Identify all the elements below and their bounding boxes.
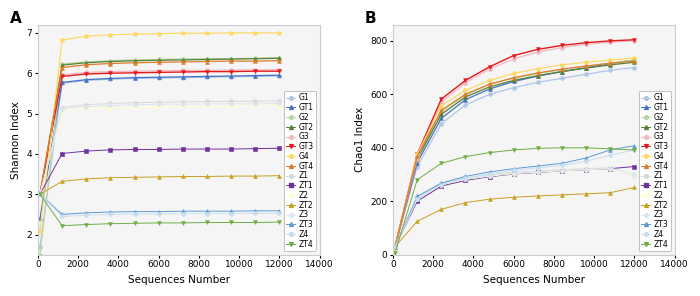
X-axis label: Sequences Number: Sequences Number xyxy=(483,275,584,285)
X-axis label: Sequences Number: Sequences Number xyxy=(127,275,230,285)
Text: B: B xyxy=(365,11,377,26)
Y-axis label: Shannon Index: Shannon Index xyxy=(11,101,21,179)
Legend: G1, GT1, G2, GT2, G3, GT3, G4, GT4, Z1, ZT1, Z2, ZT2, Z3, ZT3, Z4, ZT4: G1, GT1, G2, GT2, G3, GT3, G4, GT4, Z1, … xyxy=(639,91,671,251)
Text: A: A xyxy=(10,11,22,26)
Legend: G1, GT1, G2, GT2, G3, GT3, G4, GT4, Z1, ZT1, Z2, ZT2, Z3, ZT3, Z4, ZT4: G1, GT1, G2, GT2, G3, GT3, G4, GT4, Z1, … xyxy=(284,91,316,251)
Y-axis label: Chao1 Index: Chao1 Index xyxy=(355,107,365,172)
